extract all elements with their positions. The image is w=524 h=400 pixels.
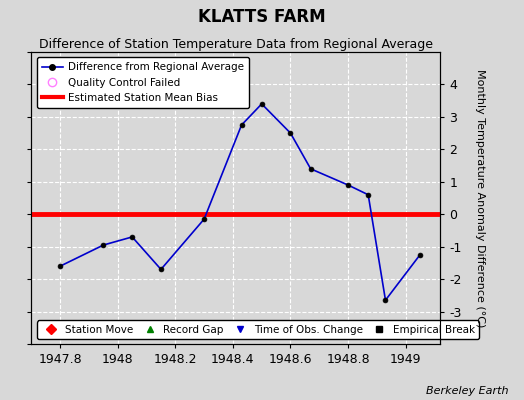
Legend: Station Move, Record Gap, Time of Obs. Change, Empirical Break: Station Move, Record Gap, Time of Obs. C… — [37, 320, 479, 339]
Y-axis label: Monthly Temperature Anomaly Difference (°C): Monthly Temperature Anomaly Difference (… — [475, 69, 485, 327]
Text: Berkeley Earth: Berkeley Earth — [426, 386, 508, 396]
Title: Difference of Station Temperature Data from Regional Average: Difference of Station Temperature Data f… — [39, 38, 433, 51]
Text: KLATTS FARM: KLATTS FARM — [198, 8, 326, 26]
